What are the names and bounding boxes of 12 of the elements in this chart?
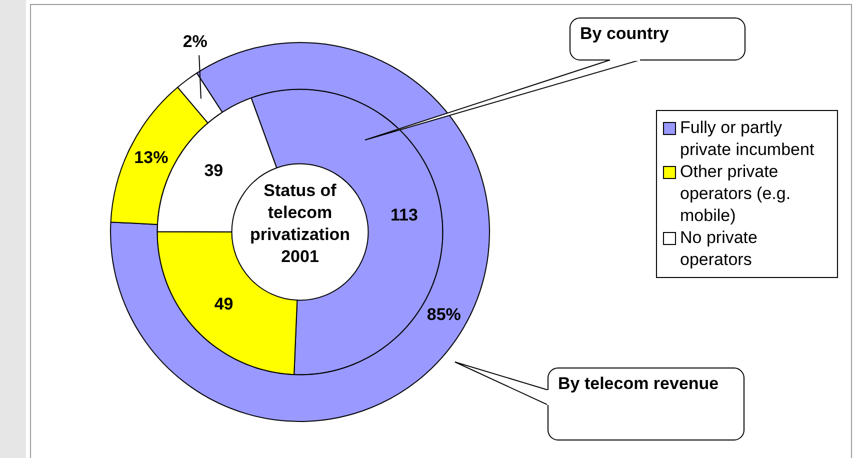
data-label: 2% — [182, 32, 208, 52]
slice-label: By country — [579, 23, 670, 45]
text: Status of telecom privatization 2001 — [248, 180, 352, 268]
data-label: 85% — [426, 304, 461, 324]
legend-label: Fully or partly private incumbent — [680, 117, 816, 161]
data-label: 13% — [134, 148, 168, 167]
legend-label: Other private operators (e.g. mobile) — [680, 161, 792, 227]
data-label: 49 — [214, 294, 234, 314]
data-label: 113 — [390, 206, 418, 225]
data-label: 39 — [204, 161, 224, 180]
legend-label: No private operators — [680, 227, 758, 271]
slice-label: By telecom revenue — [557, 373, 720, 395]
